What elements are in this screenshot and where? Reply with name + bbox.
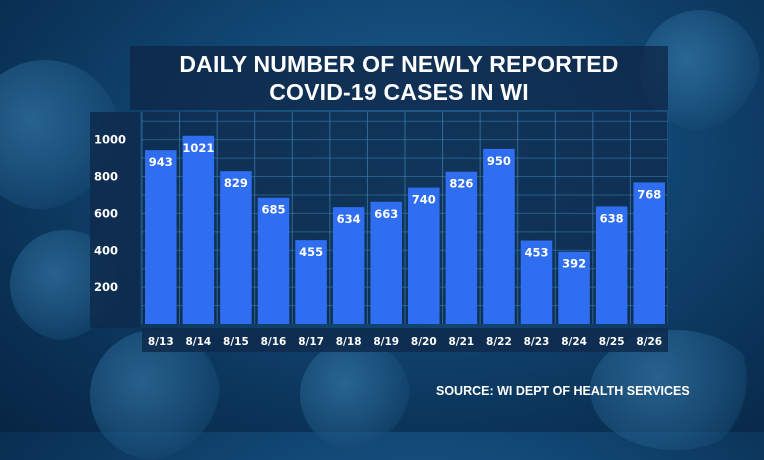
bar-value-label: 1021 [182,141,214,155]
x-axis-panel [142,328,668,352]
x-tick-label: 8/14 [185,336,211,348]
bar [558,251,590,324]
y-tick-label: 600 [94,206,118,220]
x-tick-label: 8/24 [561,336,587,348]
x-tick-label: 8/19 [373,336,399,348]
bar [370,201,402,324]
bar [220,171,252,324]
bar-value-label: 826 [449,177,473,191]
bar-value-label: 950 [487,154,511,168]
y-tick-label: 200 [94,280,118,294]
bar-value-label: 768 [637,187,661,201]
chart-area: 200 400 600 800 1000 943 8/13 1021 8/14 829 8/15 68… [90,112,668,352]
chart-title-line-2: COVID-19 CASES IN WI [269,79,529,105]
bar [408,187,440,324]
bar-value-label: 829 [224,176,248,190]
bar-value-label: 634 [337,212,361,226]
x-tick-label: 8/25 [599,336,625,348]
x-tick-label: 8/16 [261,336,287,348]
bar [483,148,515,324]
bar [145,150,177,324]
bar-value-label: 455 [299,245,323,259]
y-tick-label: 400 [94,243,118,257]
x-tick-label: 8/22 [486,336,512,348]
x-tick-label: 8/26 [636,336,662,348]
chart-title-panel: DAILY NUMBER OF NEWLY REPORTED COVID-19 … [130,46,668,110]
bar [257,197,290,324]
bar-value-label: 685 [261,203,285,217]
bar [595,206,628,324]
background-virus [300,340,410,450]
bar-value-label: 663 [374,207,398,221]
bar [182,135,215,324]
bar-value-label: 740 [412,193,436,207]
x-tick-label: 8/20 [411,336,437,348]
bar [633,182,665,324]
x-tick-label: 8/17 [298,336,324,348]
bar-value-label: 392 [562,257,586,271]
y-axis-panel [90,112,140,328]
chart-title-line-1: DAILY NUMBER OF NEWLY REPORTED [179,51,619,77]
bar [332,207,365,324]
bar-value-label: 453 [524,245,548,259]
bar [445,171,478,324]
bar-chart: 200 400 600 800 1000 943 8/13 1021 8/14 829 8/15 68… [90,112,668,352]
bar-value-label: 638 [600,211,624,225]
source-note: SOURCE: WI DEPT OF HEALTH SERVICES [436,384,690,398]
bar [520,240,553,324]
bar [295,240,327,324]
x-tick-label: 8/15 [223,336,249,348]
y-tick-label: 1000 [94,133,126,147]
x-tick-label: 8/13 [148,336,174,348]
y-tick-label: 800 [94,170,118,184]
x-tick-label: 8/21 [448,336,474,348]
bar-value-label: 943 [149,155,173,169]
x-tick-label: 8/18 [336,336,362,348]
x-tick-label: 8/23 [524,336,550,348]
